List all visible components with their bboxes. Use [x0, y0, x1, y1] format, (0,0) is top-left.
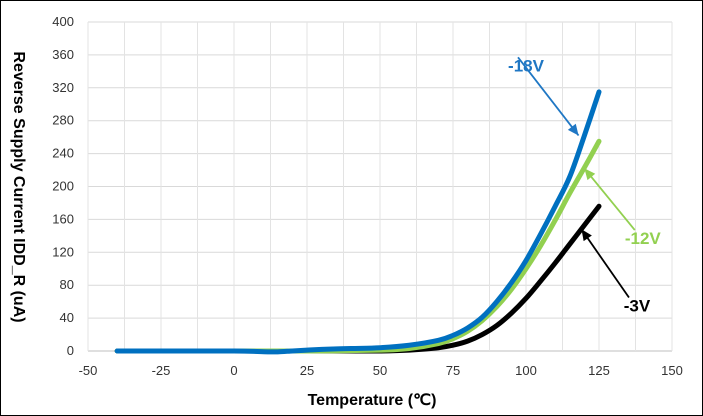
- y-tick-label: 360: [52, 47, 74, 62]
- annotation-label-minus-3v: -3V: [624, 297, 651, 316]
- annotations: -18V -12V -3V: [508, 56, 661, 315]
- y-tick-label: 80: [60, 277, 74, 292]
- annotation-arrowhead-minus-3v: [581, 229, 592, 242]
- x-tick-label: -50: [79, 363, 98, 378]
- series-line-minus-3v: [114, 203, 602, 354]
- x-tick-label: 0: [230, 363, 237, 378]
- annotation-label-minus-12v: -12V: [625, 229, 662, 248]
- y-tick-label: 0: [67, 343, 74, 358]
- annotation-arrow-minus-12v: [583, 167, 636, 231]
- x-tick-label: 150: [661, 363, 683, 378]
- y-axis-title: Reverse Supply Current IDD_R (uA): [10, 51, 27, 322]
- x-tick-label: 25: [300, 363, 314, 378]
- x-axis-title: Temperature (℃): [308, 392, 437, 409]
- annotation-label-minus-18v: -18V: [508, 56, 545, 75]
- x-tick-label: -25: [152, 363, 171, 378]
- y-tick-label: 40: [60, 310, 74, 325]
- series-lines: [114, 89, 602, 355]
- y-tick-label: 120: [52, 244, 74, 259]
- x-tick-label: 125: [588, 363, 610, 378]
- y-tick-label: 320: [52, 80, 74, 95]
- x-tick-label: 75: [446, 363, 460, 378]
- annotation-arrow-minus-18v: [517, 56, 580, 137]
- annotation-arrowhead-minus-12v: [584, 168, 596, 181]
- grid-lines: [87, 21, 673, 352]
- x-tick-label: 100: [515, 363, 537, 378]
- y-tick-label: 160: [52, 211, 74, 226]
- y-tick-label: 240: [52, 146, 74, 161]
- series-line-minus-12v: [114, 138, 602, 354]
- y-tick-labels: 0 40 80 120 160 200 240 280 320 360 400: [52, 14, 74, 358]
- y-tick-label: 280: [52, 113, 74, 128]
- y-tick-label: 200: [52, 179, 74, 194]
- x-tick-label: 50: [373, 363, 387, 378]
- series-line-minus-18v: [114, 89, 602, 355]
- annotation-arrowhead-minus-18v: [567, 123, 579, 136]
- y-tick-label: 400: [52, 14, 74, 29]
- annotation-arrow-minus-3v: [580, 228, 630, 299]
- x-tick-labels: -50 -25 0 25 50 75 100 125 150: [79, 363, 683, 378]
